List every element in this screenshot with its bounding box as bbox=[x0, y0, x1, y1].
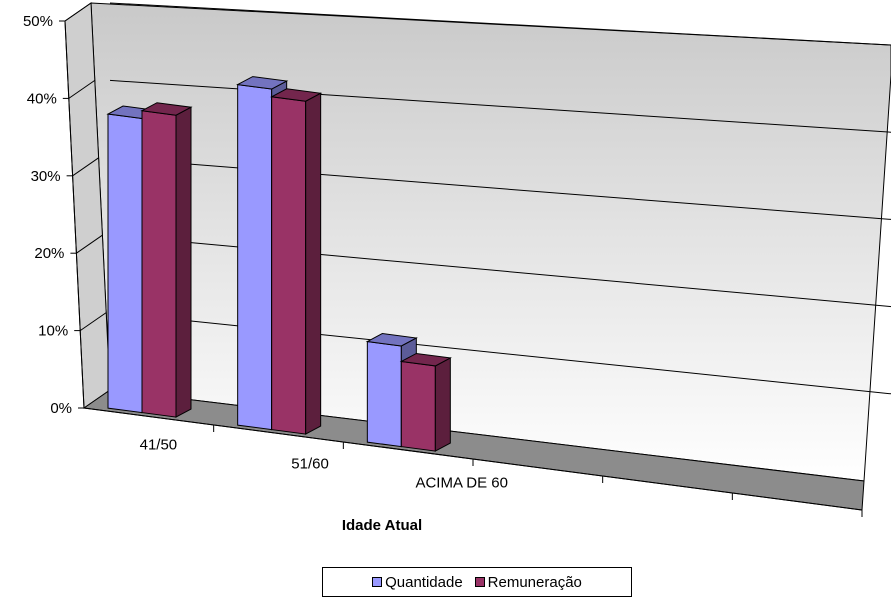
bars bbox=[106, 76, 452, 452]
gridline-side bbox=[72, 157, 99, 177]
y-tick-label: 20% bbox=[34, 245, 64, 262]
gridline-side bbox=[68, 79, 96, 99]
gridline bbox=[109, 2, 891, 46]
x-tick-label: 51/60 bbox=[291, 456, 329, 473]
legend: Quantidade Remuneração bbox=[322, 567, 632, 597]
legend-swatch-quantidade bbox=[372, 577, 383, 587]
y-tick-label: 30% bbox=[31, 168, 61, 185]
gridline-side bbox=[76, 234, 103, 254]
legend-item-remuneracao: Remuneração bbox=[474, 573, 582, 591]
gridline-side bbox=[79, 312, 107, 332]
legend-swatch-remuneracao bbox=[474, 577, 485, 587]
legend-item-quantidade: Quantidade bbox=[372, 574, 463, 591]
y-tick-labels: 0% 10% 20% 30% 40% 50% bbox=[23, 13, 72, 417]
x-axis-title: Idade Atual bbox=[342, 517, 422, 534]
y-tick-label: 0% bbox=[50, 400, 72, 417]
x-tick-label: 41/50 bbox=[140, 437, 178, 454]
y-tick-label: 40% bbox=[27, 90, 57, 107]
bar-remunerao-0 bbox=[140, 102, 193, 418]
x-tick-labels: 41/50 51/60 ACIMA DE 60 bbox=[140, 437, 508, 492]
bar-remunerao-2 bbox=[399, 352, 452, 452]
gridline-side bbox=[64, 2, 92, 22]
axes bbox=[59, 20, 863, 517]
x-tick-label: ACIMA DE 60 bbox=[415, 475, 508, 492]
y-tick-label: 10% bbox=[38, 323, 68, 340]
y-tick-label: 50% bbox=[23, 13, 53, 30]
bar-remunerao-1 bbox=[270, 88, 323, 435]
legend-label-quantidade: Quantidade bbox=[385, 573, 463, 591]
legend-label-remuneracao: Remuneração bbox=[487, 573, 582, 591]
y-axis-line bbox=[64, 20, 85, 409]
